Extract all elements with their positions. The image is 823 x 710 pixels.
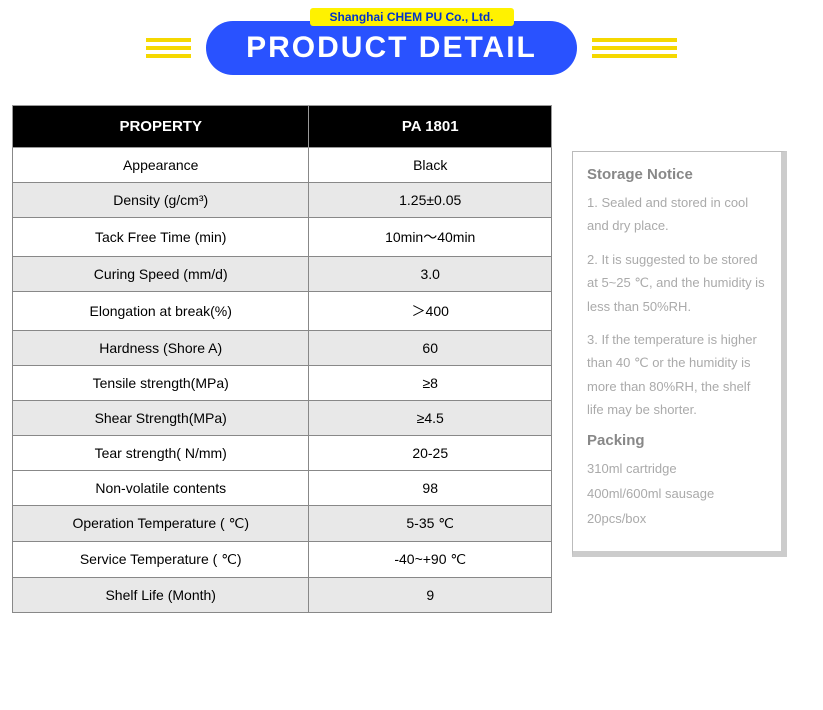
value-cell: 98	[309, 471, 552, 506]
storage-item: 1. Sealed and stored in cool and dry pla…	[587, 191, 767, 238]
col-value: PA 1801	[309, 106, 552, 148]
value-cell: Black	[309, 148, 552, 183]
table-row: Shelf Life (Month)9	[13, 578, 552, 613]
storage-list: 1. Sealed and stored in cool and dry pla…	[587, 191, 767, 422]
content-area: PROPERTY PA 1801 AppearanceBlackDensity …	[0, 105, 823, 613]
table-row: Tensile strength(MPa)≥8	[13, 366, 552, 401]
value-cell: ＞400	[309, 292, 552, 331]
property-cell: Tack Free Time (min)	[13, 218, 309, 257]
table-row: Elongation at break(%)＞400	[13, 292, 552, 331]
value-cell: ≥8	[309, 366, 552, 401]
property-cell: Hardness (Shore A)	[13, 331, 309, 366]
title-row: PRODUCT DETAIL	[146, 21, 677, 75]
company-label: Shanghai CHEM PU Co., Ltd.	[310, 8, 514, 26]
stripes-left-icon	[146, 38, 191, 58]
packing-list: 310ml cartridge400ml/600ml sausage20pcs/…	[587, 457, 767, 531]
table-row: Density (g/cm³)1.25±0.05	[13, 183, 552, 218]
property-cell: Shelf Life (Month)	[13, 578, 309, 613]
value-cell: -40~+90 ℃	[309, 542, 552, 578]
value-cell: 1.25±0.05	[309, 183, 552, 218]
storage-item: 2. It is suggested to be stored at 5~25 …	[587, 248, 767, 318]
property-cell: Elongation at break(%)	[13, 292, 309, 331]
table-row: Hardness (Shore A)60	[13, 331, 552, 366]
packing-title: Packing	[587, 432, 767, 449]
table-row: Operation Temperature ( ℃)5-35 ℃	[13, 506, 552, 542]
header: Shanghai CHEM PU Co., Ltd. PRODUCT DETAI…	[0, 0, 823, 105]
sidebar-notice: Storage Notice 1. Sealed and stored in c…	[572, 151, 787, 557]
table-row: Tear strength( N/mm)20-25	[13, 436, 552, 471]
packing-item: 310ml cartridge	[587, 457, 767, 480]
property-cell: Operation Temperature ( ℃)	[13, 506, 309, 542]
value-cell: 20-25	[309, 436, 552, 471]
property-cell: Shear Strength(MPa)	[13, 401, 309, 436]
table-row: AppearanceBlack	[13, 148, 552, 183]
property-cell: Appearance	[13, 148, 309, 183]
storage-title: Storage Notice	[587, 166, 767, 183]
packing-item: 400ml/600ml sausage	[587, 482, 767, 505]
packing-item: 20pcs/box	[587, 507, 767, 530]
value-cell: 10min～40min	[309, 218, 552, 257]
table-row: Tack Free Time (min)10min～40min	[13, 218, 552, 257]
property-cell: Tear strength( N/mm)	[13, 436, 309, 471]
value-cell: 60	[309, 331, 552, 366]
property-cell: Curing Speed (mm/d)	[13, 257, 309, 292]
property-cell: Non-volatile contents	[13, 471, 309, 506]
table-row: Non-volatile contents98	[13, 471, 552, 506]
stripes-right-icon	[592, 38, 677, 58]
property-cell: Tensile strength(MPa)	[13, 366, 309, 401]
table-row: Shear Strength(MPa)≥4.5	[13, 401, 552, 436]
property-cell: Density (g/cm³)	[13, 183, 309, 218]
col-property: PROPERTY	[13, 106, 309, 148]
storage-item: 3. If the temperature is higher than 40 …	[587, 328, 767, 422]
value-cell: 3.0	[309, 257, 552, 292]
title-badge: PRODUCT DETAIL	[206, 21, 577, 75]
property-table: PROPERTY PA 1801 AppearanceBlackDensity …	[12, 105, 552, 613]
property-cell: Service Temperature ( ℃)	[13, 542, 309, 578]
table-row: Curing Speed (mm/d)3.0	[13, 257, 552, 292]
table-header-row: PROPERTY PA 1801	[13, 106, 552, 148]
value-cell: ≥4.5	[309, 401, 552, 436]
value-cell: 9	[309, 578, 552, 613]
table-row: Service Temperature ( ℃)-40~+90 ℃	[13, 542, 552, 578]
value-cell: 5-35 ℃	[309, 506, 552, 542]
